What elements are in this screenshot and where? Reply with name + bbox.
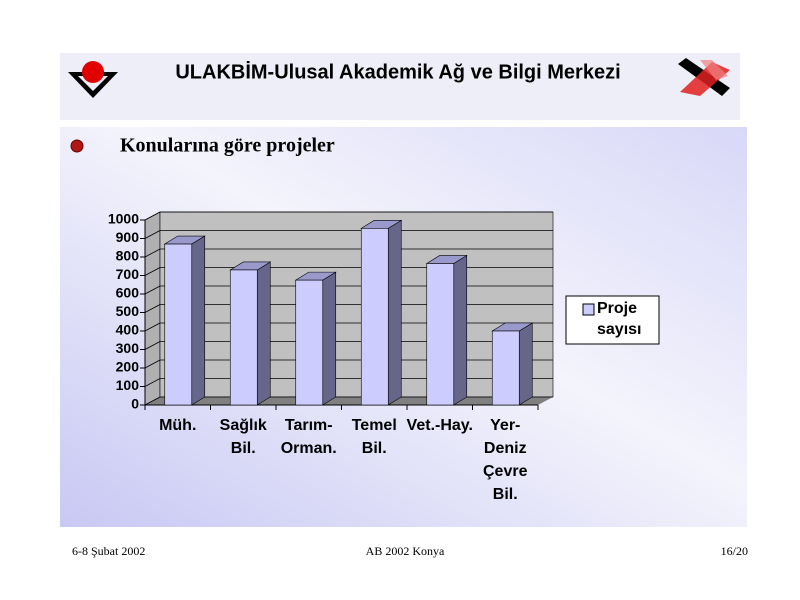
footer-left: 6-8 Şubat 2002 [72,544,145,558]
footer-right: 16/20 [721,544,748,558]
grid-line-side [144,248,161,258]
bar-side [518,322,533,406]
y-tick-label: 400 [116,322,140,338]
grid-line-side [144,211,161,221]
bar-side [191,235,206,406]
x-tick-label: Yer-Deniz Çevre Bil. [483,417,528,503]
bar-side [322,271,337,406]
bar [229,269,258,406]
header-band [60,53,740,120]
y-tick-label: 800 [116,248,140,264]
right-logo [678,58,730,96]
bar [164,243,193,406]
bar-side [256,261,271,406]
bar [360,228,389,406]
grid-line-side [144,230,161,239]
legend-label: Proje sayısı [597,300,642,338]
bar-side [387,219,402,406]
legend-box [565,295,660,345]
bar [426,263,455,406]
y-tick-label: 200 [116,359,140,375]
y-tick-label: 600 [116,285,140,301]
grid-line-side [144,322,161,332]
y-tick-label: 100 [116,377,140,393]
x-tick-label: Vet.-Hay. [406,417,473,434]
grid-line-side [144,304,161,313]
slide-title: Konularına göre projeler [120,135,335,157]
y-tick-label: 1000 [108,211,139,227]
left-logo [68,61,118,98]
x-tick-label: Sağlık Bil. [219,417,267,457]
y-tick-label: 500 [116,303,140,319]
grid-line-side [144,267,161,276]
x-tick-label: Temel Bil. [351,417,397,457]
header-title: ULAKBİM-Ulusal Akademik Ağ ve Bilgi Merk… [175,60,620,83]
grid-line-side [144,359,161,369]
y-tick-label: 900 [116,229,140,245]
y-tick-label: 700 [116,266,140,282]
grid-line-side [144,285,161,295]
bar [491,330,520,406]
footer-center: AB 2002 Konya [366,544,445,558]
y-tick-label: 0 [131,396,139,412]
floor [145,397,553,405]
grid-line-side [144,378,161,387]
y-tick-label: 300 [116,340,140,356]
bullet [70,139,84,153]
grid-line-side [144,341,161,350]
bar [295,279,324,406]
bar-side [453,254,468,406]
grid-line-side [144,396,161,406]
legend-swatch [582,303,595,316]
x-tick-label: Müh. [159,417,197,434]
x-tick-label: Tarım-Orman. [280,417,337,457]
